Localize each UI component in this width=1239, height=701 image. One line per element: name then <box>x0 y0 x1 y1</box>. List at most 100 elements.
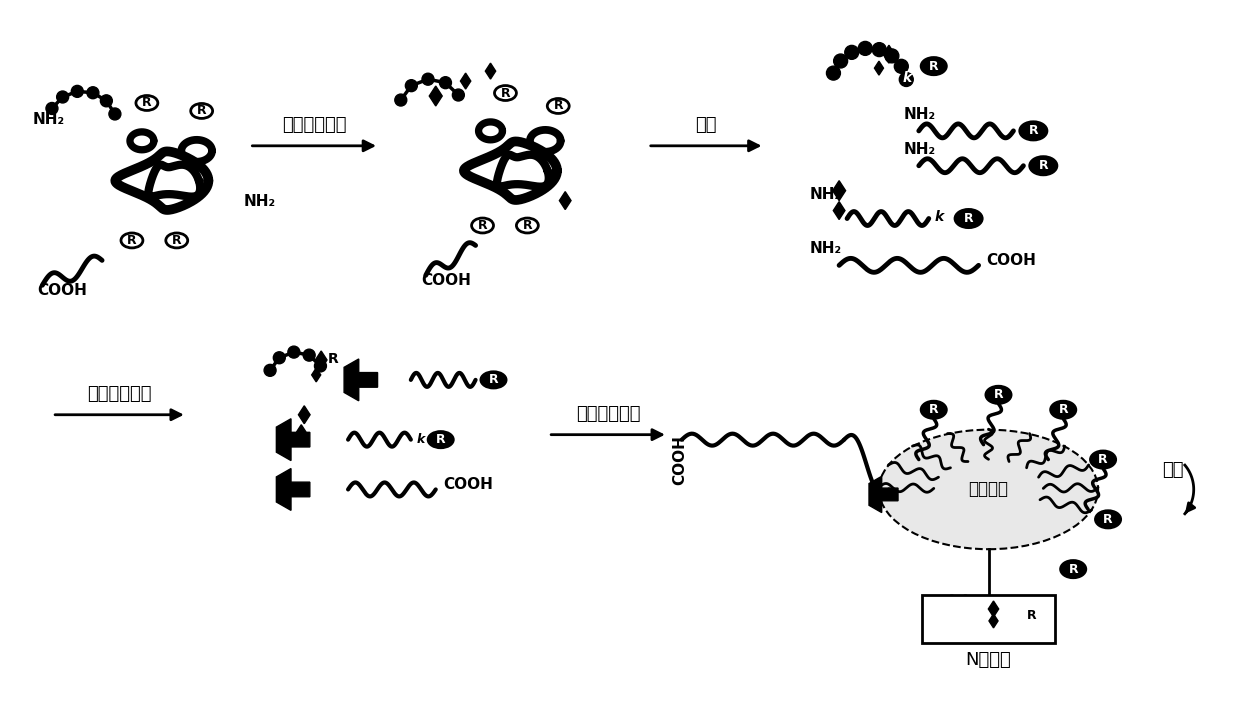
Text: NH₂: NH₂ <box>809 241 841 257</box>
Circle shape <box>87 87 99 99</box>
Text: k: k <box>416 433 425 446</box>
Polygon shape <box>316 351 327 369</box>
Text: R: R <box>436 433 446 446</box>
Circle shape <box>895 60 908 74</box>
Text: R: R <box>1026 609 1036 622</box>
Circle shape <box>872 43 886 57</box>
Circle shape <box>422 73 434 86</box>
Text: COOH: COOH <box>421 273 471 288</box>
Ellipse shape <box>548 99 569 114</box>
Circle shape <box>937 604 947 614</box>
Text: k: k <box>103 139 112 153</box>
Ellipse shape <box>921 401 947 418</box>
Text: NH₂: NH₂ <box>32 112 64 127</box>
Text: R: R <box>488 374 498 386</box>
Ellipse shape <box>1020 121 1047 140</box>
Text: NH₂: NH₂ <box>904 142 935 157</box>
Ellipse shape <box>1030 156 1057 175</box>
Circle shape <box>304 349 315 361</box>
Text: NH₂: NH₂ <box>809 186 841 202</box>
Circle shape <box>274 352 285 364</box>
Circle shape <box>859 41 872 55</box>
Text: 酵解: 酵解 <box>695 116 717 134</box>
Circle shape <box>452 89 465 101</box>
Text: R: R <box>994 388 1004 402</box>
Text: k: k <box>229 179 238 193</box>
Text: COOH: COOH <box>672 435 686 484</box>
Ellipse shape <box>955 209 983 228</box>
Text: R: R <box>929 403 939 416</box>
Text: R: R <box>1058 403 1068 416</box>
FancyBboxPatch shape <box>922 595 1056 643</box>
Polygon shape <box>834 202 845 219</box>
Text: k: k <box>1007 614 1015 624</box>
Polygon shape <box>461 73 471 89</box>
Circle shape <box>971 604 981 614</box>
Text: k: k <box>902 71 912 85</box>
Text: R: R <box>554 100 563 112</box>
Text: k: k <box>461 126 471 140</box>
Polygon shape <box>875 61 883 75</box>
Ellipse shape <box>1051 401 1077 418</box>
Polygon shape <box>883 46 895 63</box>
Text: R: R <box>929 60 939 73</box>
Polygon shape <box>429 86 442 106</box>
Circle shape <box>900 72 913 86</box>
Ellipse shape <box>1090 451 1116 468</box>
Text: R: R <box>964 212 974 225</box>
Text: R: R <box>1098 453 1108 466</box>
Text: COOH: COOH <box>37 283 87 298</box>
Circle shape <box>395 94 406 106</box>
Text: NH₂: NH₂ <box>244 193 275 209</box>
Polygon shape <box>869 476 898 512</box>
Circle shape <box>46 102 58 114</box>
Ellipse shape <box>481 372 507 388</box>
Circle shape <box>440 76 451 88</box>
Text: k: k <box>327 374 336 386</box>
Text: R: R <box>478 219 487 232</box>
Circle shape <box>834 54 847 68</box>
Polygon shape <box>296 425 306 439</box>
Ellipse shape <box>921 57 947 75</box>
Polygon shape <box>344 359 378 401</box>
Text: R: R <box>197 104 207 118</box>
Ellipse shape <box>166 233 188 248</box>
Ellipse shape <box>517 218 538 233</box>
Ellipse shape <box>472 218 493 233</box>
Polygon shape <box>989 601 999 617</box>
Circle shape <box>264 365 276 376</box>
Text: COOH: COOH <box>444 477 493 492</box>
Circle shape <box>315 360 326 372</box>
Text: 反相材料去除: 反相材料去除 <box>576 404 641 423</box>
Text: 标记疏水基团: 标记疏水基团 <box>87 385 151 403</box>
Ellipse shape <box>136 95 157 111</box>
Circle shape <box>72 86 83 97</box>
Text: R: R <box>328 352 339 366</box>
Circle shape <box>885 49 898 63</box>
Circle shape <box>826 66 840 80</box>
Circle shape <box>960 595 970 605</box>
Polygon shape <box>989 614 999 628</box>
Polygon shape <box>299 406 310 423</box>
Text: R: R <box>172 234 182 247</box>
Ellipse shape <box>1061 560 1087 578</box>
Ellipse shape <box>121 233 142 248</box>
Text: COOH: COOH <box>986 253 1036 268</box>
Polygon shape <box>559 191 571 210</box>
Text: R: R <box>523 219 533 232</box>
Text: R: R <box>1103 513 1113 526</box>
Text: 洗脱: 洗脱 <box>1162 461 1183 479</box>
Circle shape <box>287 346 300 358</box>
Text: R: R <box>501 86 510 100</box>
Text: N端肽段: N端肽段 <box>965 651 1011 669</box>
Polygon shape <box>276 418 310 461</box>
Polygon shape <box>486 63 496 79</box>
Text: k: k <box>577 169 587 183</box>
Ellipse shape <box>1095 510 1121 529</box>
Text: R: R <box>1068 563 1078 576</box>
Text: 封闭自由氨基: 封闭自由氨基 <box>282 116 347 134</box>
Circle shape <box>405 80 418 92</box>
Circle shape <box>109 108 121 120</box>
Ellipse shape <box>985 386 1011 404</box>
Text: k: k <box>934 210 943 224</box>
